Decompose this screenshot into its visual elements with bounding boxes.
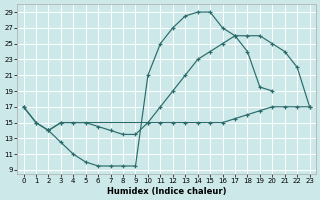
X-axis label: Humidex (Indice chaleur): Humidex (Indice chaleur)	[107, 187, 226, 196]
